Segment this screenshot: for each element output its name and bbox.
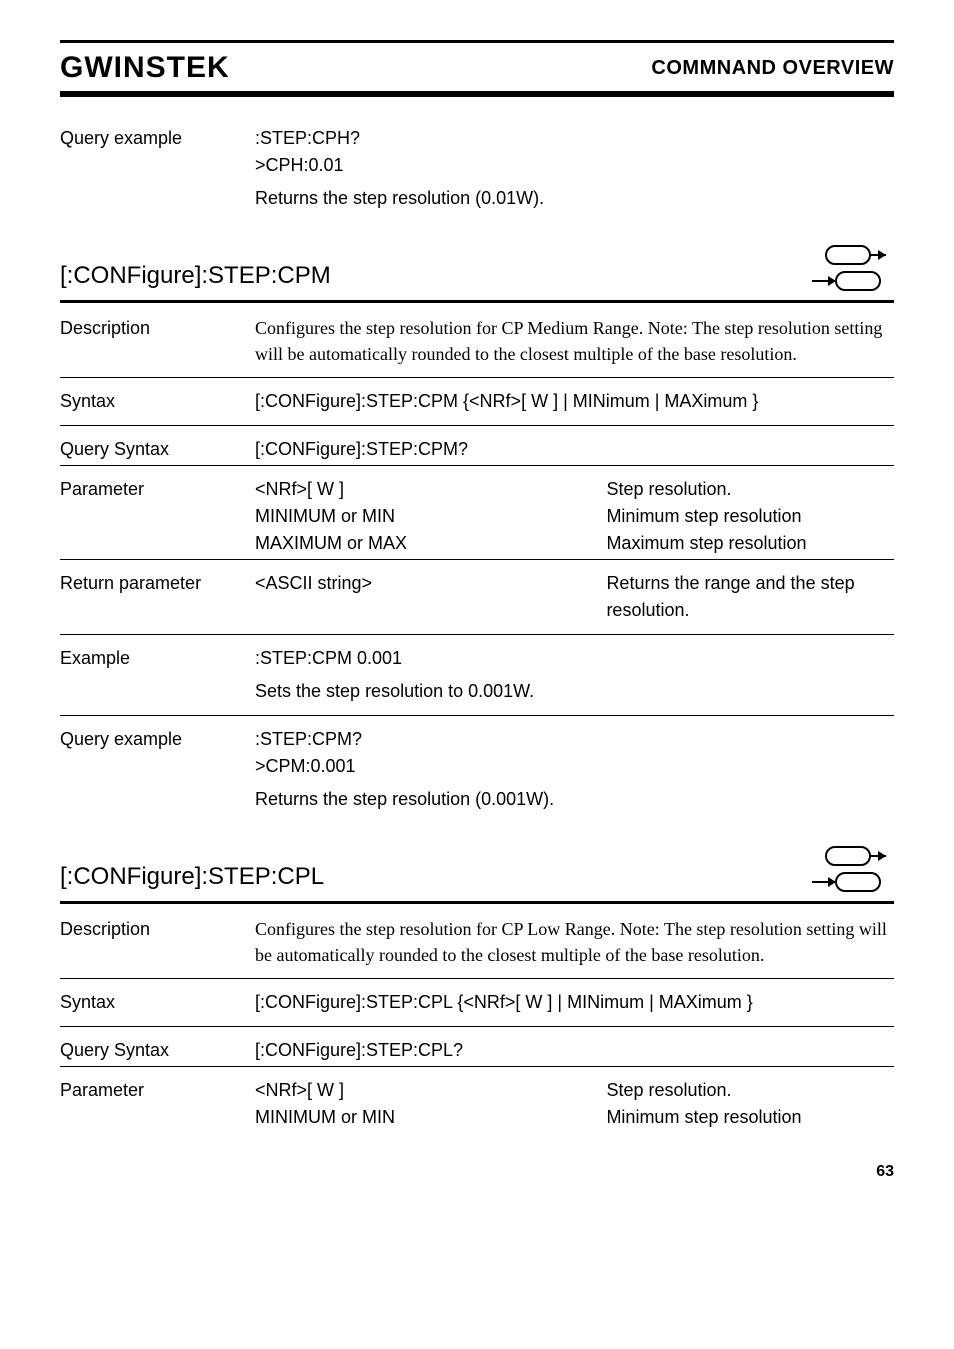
example-desc: Sets the step resolution to 0.001W. (255, 678, 894, 705)
param-left-3: MAXIMUM or MAX (255, 530, 606, 557)
cpm-syntax-row: Syntax [:CONFigure]:STEP:CPM {<NRf>[ W ]… (60, 377, 894, 425)
query-syntax-label: Query Syntax (60, 436, 255, 463)
return-param-right: Returns the range and the step resolutio… (606, 570, 894, 624)
cpm-query-example-row: Query example :STEP:CPM? >CPM:0.001 Retu… (60, 715, 894, 823)
set-query-icon (804, 843, 894, 895)
param-left-2: MINIMUM or MIN (255, 1104, 606, 1131)
cpl-parameter-row: Parameter <NRf>[ W ] MINIMUM or MIN Step… (60, 1066, 894, 1133)
description-label: Description (60, 916, 255, 943)
query-example-label: Query example (60, 125, 255, 152)
example-val: :STEP:CPM 0.001 (255, 645, 894, 672)
logo: GWINSTEK (60, 51, 230, 85)
param-left-2: MINIMUM or MIN (255, 503, 606, 530)
cpl-syntax-row: Syntax [:CONFigure]:STEP:CPL {<NRf>[ W ]… (60, 978, 894, 1026)
query-example-desc: Returns the step resolution (0.001W). (255, 786, 894, 813)
param-right-3: Maximum step resolution (606, 530, 894, 557)
query-syntax-text: [:CONFigure]:STEP:CPM? (255, 436, 894, 463)
section-cpm-title: [:CONFigure]:STEP:CPM (60, 258, 331, 294)
section-cpl-title: [:CONFigure]:STEP:CPL (60, 859, 324, 895)
query-example-val2: >CPM:0.001 (255, 753, 894, 780)
param-right-2: Minimum step resolution (606, 503, 894, 530)
header-title: COMMNAND OVERVIEW (651, 57, 894, 80)
cpm-query-syntax-row: Query Syntax [:CONFigure]:STEP:CPM? (60, 425, 894, 465)
param-right-1: Step resolution. (606, 1077, 894, 1104)
param-left-1: <NRf>[ W ] (255, 1077, 606, 1104)
cpm-example-row: Example :STEP:CPM 0.001 Sets the step re… (60, 634, 894, 715)
cpm-return-param-row: Return parameter <ASCII string> Returns … (60, 559, 894, 634)
query-syntax-text: [:CONFigure]:STEP:CPL? (255, 1037, 894, 1064)
description-text: Configures the step resolution for CP Me… (255, 315, 894, 367)
param-left-1: <NRf>[ W ] (255, 476, 606, 503)
param-right-2: Minimum step resolution (606, 1104, 894, 1131)
cpm-parameter-row: Parameter <NRf>[ W ] MINIMUM or MIN MAXI… (60, 465, 894, 559)
query-syntax-label: Query Syntax (60, 1037, 255, 1064)
cpl-query-syntax-row: Query Syntax [:CONFigure]:STEP:CPL? (60, 1026, 894, 1066)
return-param-left: <ASCII string> (255, 570, 606, 624)
cpl-description-row: Description Configures the step resoluti… (60, 906, 894, 978)
syntax-text: [:CONFigure]:STEP:CPL {<NRf>[ W ] | MINi… (255, 989, 894, 1016)
example-label: Example (60, 645, 255, 672)
syntax-label: Syntax (60, 989, 255, 1016)
syntax-label: Syntax (60, 388, 255, 415)
param-right-1: Step resolution. (606, 476, 894, 503)
cpm-description-row: Description Configures the step resoluti… (60, 305, 894, 377)
parameter-label: Parameter (60, 1077, 255, 1104)
page-header: GWINSTEK COMMNAND OVERVIEW (60, 51, 894, 91)
query-example-desc: Returns the step resolution (0.01W). (255, 185, 894, 212)
set-query-icon (804, 242, 894, 294)
query-example-row: Query example :STEP:CPH? >CPH:0.01 Retur… (60, 115, 894, 222)
section-cpl-header: [:CONFigure]:STEP:CPL (60, 843, 894, 904)
section-cpm-header: [:CONFigure]:STEP:CPM (60, 242, 894, 303)
page-number: 63 (60, 1163, 894, 1181)
query-example-label: Query example (60, 726, 255, 753)
description-text: Configures the step resolution for CP Lo… (255, 916, 894, 968)
return-param-label: Return parameter (60, 570, 255, 597)
query-example-val1: :STEP:CPM? (255, 726, 894, 753)
parameter-label: Parameter (60, 476, 255, 503)
query-example-val1: :STEP:CPH? (255, 125, 894, 152)
description-label: Description (60, 315, 255, 342)
syntax-text: [:CONFigure]:STEP:CPM {<NRf>[ W ] | MINi… (255, 388, 894, 415)
query-example-val2: >CPH:0.01 (255, 152, 894, 179)
